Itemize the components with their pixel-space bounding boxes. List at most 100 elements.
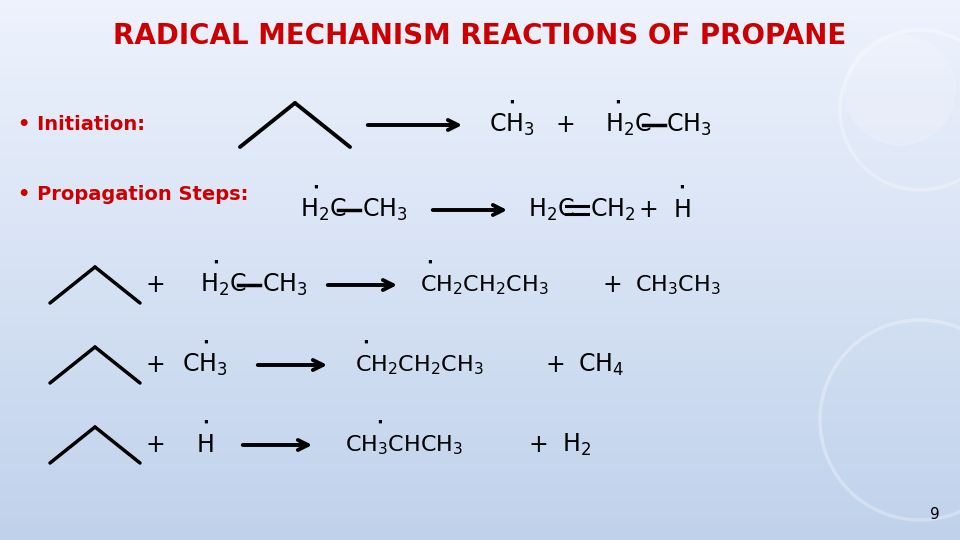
Bar — [0, 77, 960, 81]
Bar — [0, 234, 960, 238]
Bar — [0, 42, 960, 46]
Bar — [0, 390, 960, 394]
Bar — [0, 185, 960, 189]
Text: • Propagation Steps:: • Propagation Steps: — [18, 186, 249, 205]
Bar — [0, 39, 960, 43]
Bar — [0, 345, 960, 348]
Bar — [0, 358, 960, 362]
Bar — [0, 509, 960, 513]
Bar — [0, 85, 960, 89]
Bar — [0, 201, 960, 205]
Bar — [0, 488, 960, 491]
Bar — [0, 164, 960, 167]
Bar — [0, 439, 960, 443]
Text: $\mathrm{H_2C}$: $\mathrm{H_2C}$ — [200, 272, 247, 298]
Bar — [0, 204, 960, 208]
Bar — [0, 385, 960, 389]
Bar — [0, 350, 960, 354]
Bar — [0, 304, 960, 308]
Bar — [0, 504, 960, 508]
Bar — [0, 161, 960, 165]
Bar — [0, 107, 960, 111]
Bar — [0, 442, 960, 446]
Bar — [0, 80, 960, 84]
Text: $\boldsymbol{\cdot}$: $\boldsymbol{\cdot}$ — [679, 178, 685, 196]
Bar — [0, 423, 960, 427]
Bar — [0, 318, 960, 321]
Bar — [0, 409, 960, 413]
Bar — [0, 450, 960, 454]
Bar — [0, 426, 960, 429]
Text: $\mathrm{CH_4}$: $\mathrm{CH_4}$ — [578, 352, 624, 378]
Bar — [0, 377, 960, 381]
Text: +: + — [638, 198, 658, 222]
Text: $\mathrm{CH_3}$: $\mathrm{CH_3}$ — [262, 272, 307, 298]
Bar — [0, 428, 960, 432]
Text: $\boldsymbol{\cdot}$: $\boldsymbol{\cdot}$ — [362, 333, 369, 351]
Text: $\mathrm{H_2}$: $\mathrm{H_2}$ — [562, 432, 591, 458]
Text: • Initiation:: • Initiation: — [18, 116, 145, 134]
Bar — [0, 226, 960, 230]
Bar — [0, 255, 960, 259]
Bar — [0, 199, 960, 202]
Bar — [0, 336, 960, 340]
Bar — [0, 347, 960, 351]
Text: $\mathrm{H}$: $\mathrm{H}$ — [196, 433, 214, 457]
Bar — [0, 363, 960, 367]
Text: +: + — [145, 273, 165, 297]
Bar — [0, 245, 960, 248]
Bar — [0, 218, 960, 221]
Bar — [0, 285, 960, 289]
Bar — [0, 355, 960, 359]
Text: $\mathrm{CH_3CHCH_3}$: $\mathrm{CH_3CHCH_3}$ — [345, 433, 464, 457]
Bar — [0, 417, 960, 421]
Bar — [0, 72, 960, 76]
Bar — [0, 150, 960, 154]
Bar — [0, 75, 960, 78]
Bar — [0, 407, 960, 410]
Bar — [0, 282, 960, 286]
Bar — [0, 21, 960, 24]
Bar — [0, 326, 960, 329]
Bar — [0, 463, 960, 467]
Bar — [0, 147, 960, 151]
Bar — [0, 393, 960, 397]
Bar — [0, 296, 960, 300]
Text: $\boldsymbol{\cdot}$: $\boldsymbol{\cdot}$ — [311, 178, 319, 196]
Bar — [0, 88, 960, 92]
Text: $\mathrm{H}$: $\mathrm{H}$ — [673, 198, 691, 222]
Bar — [0, 369, 960, 373]
Bar — [0, 293, 960, 297]
Bar — [0, 525, 960, 529]
Bar — [0, 156, 960, 159]
Bar — [0, 96, 960, 100]
Bar — [0, 471, 960, 475]
Text: +: + — [555, 113, 575, 137]
Bar — [0, 353, 960, 356]
Bar — [0, 374, 960, 378]
Bar — [0, 112, 960, 116]
Bar — [0, 269, 960, 273]
Bar — [0, 215, 960, 219]
Bar — [0, 15, 960, 19]
Bar — [0, 50, 960, 54]
Bar — [0, 247, 960, 251]
Bar — [0, 0, 960, 3]
Text: $\boldsymbol{\cdot}$: $\boldsymbol{\cdot}$ — [426, 253, 434, 271]
Text: $\mathrm{CH_3}$: $\mathrm{CH_3}$ — [362, 197, 408, 223]
Bar — [0, 239, 960, 243]
Bar — [0, 420, 960, 424]
Text: $\mathrm{CH_3}$: $\mathrm{CH_3}$ — [182, 352, 228, 378]
Bar — [0, 126, 960, 130]
Bar — [0, 277, 960, 281]
Bar — [0, 434, 960, 437]
Bar — [0, 404, 960, 408]
Bar — [0, 264, 960, 267]
Bar — [0, 228, 960, 232]
Bar — [0, 382, 960, 386]
Bar — [0, 104, 960, 108]
Bar — [0, 307, 960, 310]
Bar — [0, 56, 960, 59]
Bar — [0, 131, 960, 135]
Bar — [0, 172, 960, 176]
